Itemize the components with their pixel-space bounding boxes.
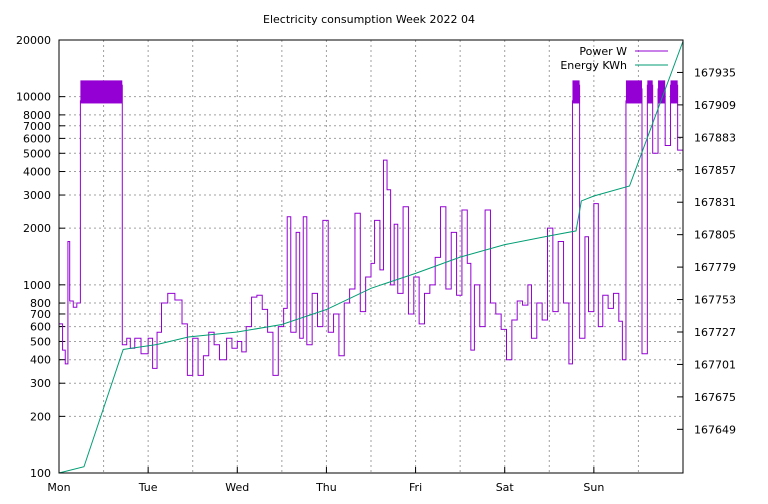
y2-tick-label: 167779 [694, 261, 736, 274]
x-tick-label: Fri [409, 481, 422, 494]
y-tick-label: 700 [30, 308, 51, 321]
y2-tick-label: 167701 [694, 358, 736, 371]
y-tick-label: 200 [30, 410, 51, 423]
plot-frame [58, 39, 684, 474]
y2-tick-label: 167727 [694, 326, 736, 339]
power-high-block [658, 80, 666, 104]
y-tick-label: 400 [30, 354, 51, 367]
y-tick-label: 4000 [23, 166, 51, 179]
y2-tick-label: 167935 [694, 66, 736, 79]
x-tick-label: Mon [47, 481, 70, 494]
y-tick-label: 6000 [23, 132, 51, 145]
y-tick-label: 500 [30, 335, 51, 348]
y2-tick-label: 167857 [694, 164, 736, 177]
y-tick-label: 800 [30, 297, 51, 310]
y2-tick-label: 167883 [694, 131, 736, 144]
y-tick-label: 10000 [16, 91, 51, 104]
legend-label: Energy KWh [560, 59, 627, 72]
power-high-block [625, 80, 642, 104]
y-tick-label: 5000 [23, 147, 51, 160]
x-tick-label: Sat [496, 481, 515, 494]
grid [59, 40, 683, 473]
x-tick-label: Tue [138, 481, 158, 494]
x-tick-label: Wed [225, 481, 249, 494]
x-axis-ticks: Mon Tue Wed Thu Fri Sat Sun [47, 467, 604, 494]
power-high-block [572, 80, 580, 104]
y2-tick-label: 167805 [694, 229, 736, 242]
x-tick-label: Sun [583, 481, 604, 494]
y-tick-label: 3000 [23, 189, 51, 202]
series-line-energy-kwh [58, 41, 684, 474]
power-high-block [670, 80, 678, 104]
legend-label: Power W [579, 45, 627, 58]
y-tick-label: 8000 [23, 109, 51, 122]
y-tick-label: 300 [30, 377, 51, 390]
y-tick-label: 1000 [23, 279, 51, 292]
y-tick-label: 7000 [23, 120, 51, 133]
chart-title: Electricity consumption Week 2022 04 [263, 13, 475, 26]
y2-tick-label: 167675 [694, 391, 736, 404]
y2-tick-label: 167831 [694, 196, 736, 209]
y2-tick-label: 167909 [694, 99, 736, 112]
plot-series [58, 41, 684, 474]
y-tick-label: 600 [30, 321, 51, 334]
y2-tick-label: 167753 [694, 294, 736, 307]
power-high-block [80, 80, 123, 104]
x-tick-label: Thu [315, 481, 337, 494]
y-tick-label: 100 [30, 467, 51, 480]
y2-axis-ticks: 167649 167675 167701 167727 167753 167779 1678… [677, 66, 736, 436]
y2-tick-label: 167649 [694, 423, 736, 436]
y-tick-label: 2000 [23, 222, 51, 235]
power-high-block [647, 80, 653, 104]
y-tick-label: 20000 [16, 34, 51, 47]
